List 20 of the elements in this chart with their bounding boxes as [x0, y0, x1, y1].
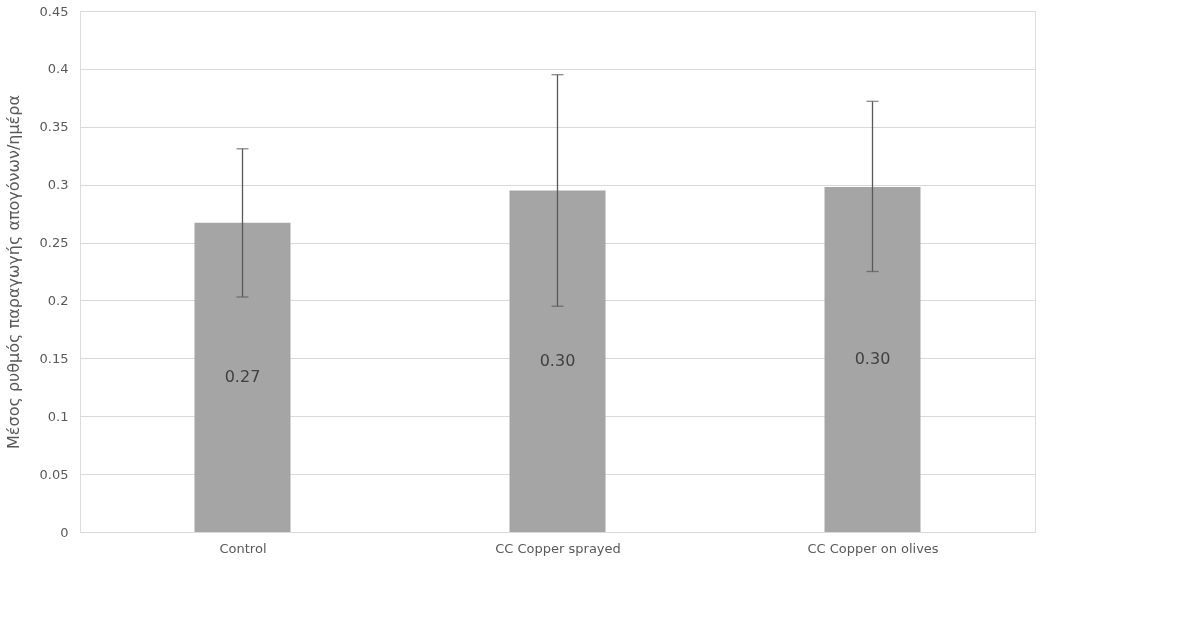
x-tick-label: Control: [219, 540, 267, 556]
y-tick-label: 0.1: [47, 408, 69, 424]
y-tick-label: 0.35: [39, 119, 69, 135]
y-tick-label: 0.15: [39, 350, 69, 366]
y-tick-label: 0.45: [39, 3, 69, 19]
data-label: 0.27: [224, 367, 261, 387]
y-tick-label: 0.3: [47, 177, 69, 193]
y-tick-label: 0: [60, 524, 69, 540]
x-tick-label: CC Copper sprayed: [495, 540, 621, 556]
x-tick-label: CC Copper on olives: [807, 540, 939, 556]
bar: [509, 190, 606, 532]
bar: [824, 186, 921, 532]
y-tick-label: 0.4: [47, 61, 69, 77]
y-tick-label: 0.25: [39, 235, 69, 251]
bar: [194, 222, 291, 532]
y-axis-title: Μέσος ρυθμός παραγωγής απογόνων/ημέρα: [3, 95, 23, 449]
y-tick-label: 0.2: [47, 292, 69, 308]
data-label: 0.30: [539, 351, 576, 371]
y-tick-label: 0.05: [39, 466, 69, 482]
data-label: 0.30: [854, 349, 891, 369]
